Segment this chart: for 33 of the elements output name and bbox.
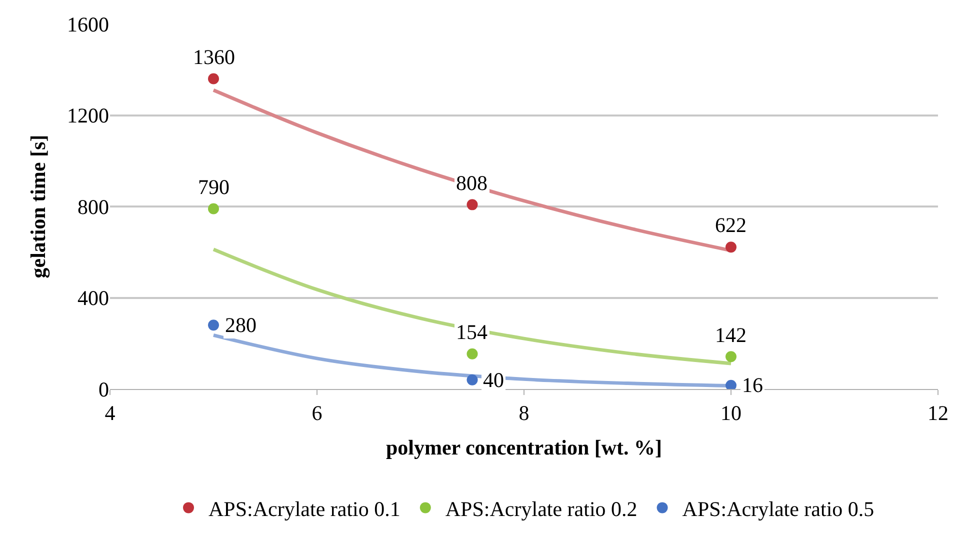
y-tick-label: 1200 [67, 104, 109, 128]
x-tick-label: 4 [104, 401, 116, 426]
point [466, 199, 478, 210]
legend-label: APS:Acrylate ratio 0.1 [208, 496, 400, 521]
data-label: 622 [715, 213, 746, 237]
point [466, 348, 478, 360]
point [208, 320, 219, 331]
y-tick-label: 1600 [67, 12, 109, 36]
legend-label: APS:Acrylate ratio 0.2 [445, 496, 638, 521]
y-tick-label: 400 [78, 286, 109, 310]
point [466, 374, 478, 386]
y-tick-label: 800 [78, 194, 109, 219]
legend-label: APS:Acrylate ratio 0.5 [682, 496, 874, 521]
x-axis-title: polymer concentration [wt. %] [386, 435, 662, 460]
point [726, 351, 736, 362]
point [726, 380, 736, 389]
data-label: 790 [198, 175, 230, 199]
y-tick-label: 0 [98, 377, 109, 402]
point [726, 242, 736, 253]
data-label: 40 [483, 368, 504, 392]
data-label: 280 [225, 313, 256, 337]
x-tick-label: 10 [720, 401, 742, 426]
data-label: 808 [456, 171, 488, 195]
x-tick-label: 12 [928, 401, 948, 426]
point [208, 203, 219, 214]
point [208, 73, 219, 84]
x-tick-label: 6 [312, 401, 322, 426]
y-axis-title: gelation time [s] [26, 134, 50, 278]
data-label: 154 [456, 320, 488, 344]
data-label: 142 [715, 323, 746, 347]
data-label: 16 [742, 373, 763, 397]
x-tick-label: 8 [518, 401, 530, 426]
data-label: 1360 [193, 45, 235, 69]
